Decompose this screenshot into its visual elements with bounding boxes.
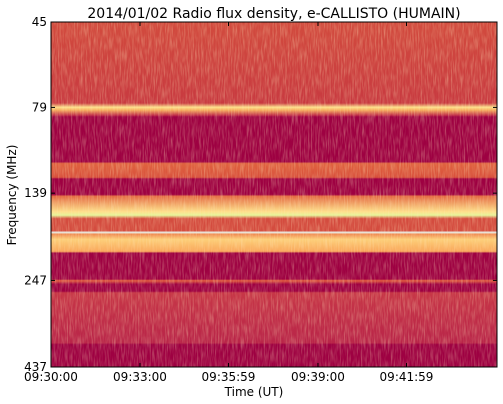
y-tick-label: 139 xyxy=(24,186,47,200)
plot-frame xyxy=(50,21,498,368)
x-axis-label: Time (UT) xyxy=(224,385,284,399)
x-tick-label: 09:30:00 xyxy=(24,370,78,384)
x-tick-label: 09:39:00 xyxy=(291,370,345,384)
x-tick-label: 09:35:59 xyxy=(202,370,256,384)
spectrogram-texture xyxy=(51,22,497,367)
y-tick-label: 247 xyxy=(24,273,47,287)
y-axis-label: Frequency (MHz) xyxy=(5,145,19,246)
x-tick-label: 09:41:59 xyxy=(380,370,434,384)
y-tick-label: 79 xyxy=(32,100,47,114)
x-tick-label: 09:33:00 xyxy=(113,370,167,384)
y-tick-label: 437 xyxy=(24,360,47,374)
chart-title: 2014/01/02 Radio flux density, e-CALLIST… xyxy=(87,6,460,22)
y-tick-label: 45 xyxy=(32,15,47,29)
